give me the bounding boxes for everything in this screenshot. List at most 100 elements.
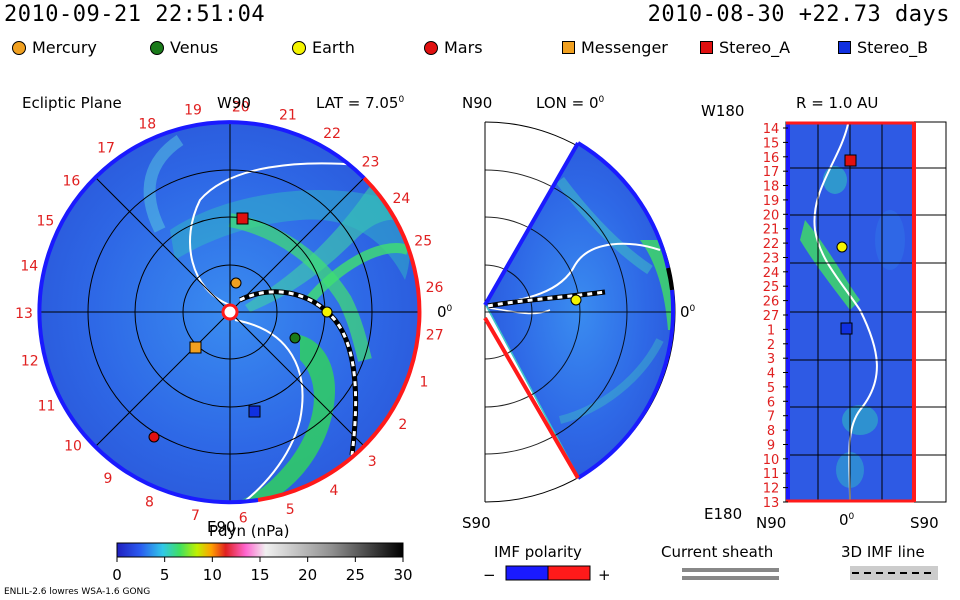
radial-top-label: W180 xyxy=(701,102,745,120)
legend-marker xyxy=(12,40,26,55)
rotation-label: 11 xyxy=(38,399,56,415)
legend-marker xyxy=(150,40,164,55)
rotation-label: 17 xyxy=(97,141,115,157)
radial-rotation-label: 11 xyxy=(763,467,780,482)
rotation-label: 13 xyxy=(15,306,33,322)
meridional-bottom-label: S90 xyxy=(462,514,491,532)
legend-label: Stereo_A xyxy=(719,38,791,57)
rotation-label: 4 xyxy=(330,483,339,499)
messenger-marker xyxy=(189,341,202,354)
colorbar-tick-label: 10 xyxy=(203,566,222,584)
legend-mars: Mars xyxy=(424,38,483,57)
imf-negative-swatch xyxy=(505,565,549,581)
legend-mercury: Mercury xyxy=(12,38,97,57)
radial-rotation-label: 17 xyxy=(763,165,780,180)
radial-rotation-label: 21 xyxy=(763,223,780,238)
colorbar-title: Pdyn (nPa) xyxy=(209,522,290,540)
radial-rotation-label: 24 xyxy=(763,266,780,281)
legend-stereo-a: Stereo_A xyxy=(700,38,790,57)
meridional-right-label: 00 xyxy=(680,303,696,321)
radial-rotation-label: 22 xyxy=(763,237,780,252)
radial-rotation-label: 15 xyxy=(763,136,780,151)
radial-rotation-label: 27 xyxy=(763,309,780,324)
rotation-label: 27 xyxy=(426,328,444,344)
rotation-label: 15 xyxy=(36,214,54,230)
colorbar-tick-label: 5 xyxy=(160,566,170,584)
radial-bottom-label: E180 xyxy=(704,505,743,523)
meridional-lon-label: LON = 00 xyxy=(536,94,605,112)
radial-rotation-label: 8 xyxy=(767,424,775,439)
rotation-label: 24 xyxy=(392,191,410,207)
rotation-label: 12 xyxy=(21,354,39,370)
legend-marker xyxy=(700,41,713,54)
ecliptic-right-label: 00 xyxy=(437,303,453,321)
imf-line-swatch xyxy=(850,566,938,580)
legend-stereo-b: Stereo_B xyxy=(838,38,928,57)
radial-rotation-label: 13 xyxy=(763,496,780,511)
legend-label: Messenger xyxy=(581,38,668,57)
rotation-label: 19 xyxy=(184,102,202,118)
rotation-label: 26 xyxy=(426,280,444,296)
simulation-time: 2010-09-21 22:51:04 xyxy=(4,2,266,27)
imf-minus-label: − xyxy=(483,566,496,584)
ecliptic-title: Ecliptic Plane xyxy=(22,94,122,112)
legend-label: Stereo_B xyxy=(857,38,929,57)
ecliptic-top-label: W90 xyxy=(217,94,251,112)
legend-messenger: Messenger xyxy=(562,38,668,57)
imf-positive-swatch xyxy=(547,565,591,581)
colorbar-tick-label: 0 xyxy=(112,566,122,584)
legend-label: Earth xyxy=(312,38,355,57)
radial-rotation-label: 25 xyxy=(763,280,780,295)
meridional-top-label: N90 xyxy=(462,94,493,112)
rotation-label: 6 xyxy=(239,511,248,527)
mercury-marker xyxy=(230,277,242,289)
stereo-a-marker xyxy=(236,212,249,225)
legend-label: Venus xyxy=(170,38,219,57)
radial-rotation-label: 4 xyxy=(767,367,775,382)
rotation-label: 8 xyxy=(145,495,154,511)
earth-marker-radial xyxy=(836,241,848,253)
radial-rotation-label: 1 xyxy=(767,323,775,338)
colorbar-tick-label: 20 xyxy=(298,566,317,584)
earth-marker xyxy=(321,306,333,318)
legend-venus: Venus xyxy=(150,38,218,57)
radial-rotation-label: 5 xyxy=(767,381,775,396)
radial-rotation-label: 2 xyxy=(767,338,775,353)
radial-rotation-labels: 1415161718192021222324252627123456789101… xyxy=(763,122,788,511)
radial-rotation-label: 6 xyxy=(767,395,775,410)
rotation-label: 22 xyxy=(323,126,341,142)
colorbar-tick-label: 25 xyxy=(346,566,365,584)
rotation-label: 9 xyxy=(103,471,112,487)
venus-marker xyxy=(289,332,301,344)
radial-x-right: S90 xyxy=(910,514,939,532)
legend-marker xyxy=(562,41,575,54)
rotation-label: 14 xyxy=(20,259,38,275)
reference-time: 2010-08-30 +22.73 days xyxy=(647,2,950,27)
radial-rotation-label: 9 xyxy=(767,439,775,454)
radial-rotation-label: 16 xyxy=(763,151,780,166)
rotation-label: 5 xyxy=(286,502,295,518)
current-sheath-title: Current sheath xyxy=(661,543,774,561)
colorbar-tick-label: 15 xyxy=(250,566,269,584)
rotation-label: 2 xyxy=(398,417,407,433)
imf-plus-label: + xyxy=(598,566,611,584)
rotation-label: 20 xyxy=(232,99,250,115)
radial-rotation-label: 18 xyxy=(763,180,780,195)
rotation-label: 21 xyxy=(279,107,297,123)
legend-marker xyxy=(292,40,306,55)
ecliptic-lat-label: LAT = 7.050 xyxy=(316,94,405,112)
legend-marker xyxy=(424,40,438,55)
imf-line-title: 3D IMF line xyxy=(841,543,925,561)
radial-rotation-label: 3 xyxy=(767,352,775,367)
carrington-rotation-labels: 20 21222324252627123456789101112131415161… xyxy=(15,99,444,526)
stereo-a-marker-radial xyxy=(844,154,857,167)
radial-rotation-label: 20 xyxy=(763,208,780,223)
radial-surface-panel: 1415161718192021222324252627123456789101… xyxy=(763,121,947,511)
meridional-plane-panel xyxy=(483,121,676,503)
imf-polarity-title: IMF polarity xyxy=(494,543,582,561)
rotation-label: 16 xyxy=(62,174,80,190)
rotation-label: 23 xyxy=(362,154,380,170)
pressure-colorbar: 0 5 10 15 20 25 30 xyxy=(112,542,413,584)
rotation-label: 1 xyxy=(420,374,429,390)
radial-rotation-label: 26 xyxy=(763,295,780,310)
